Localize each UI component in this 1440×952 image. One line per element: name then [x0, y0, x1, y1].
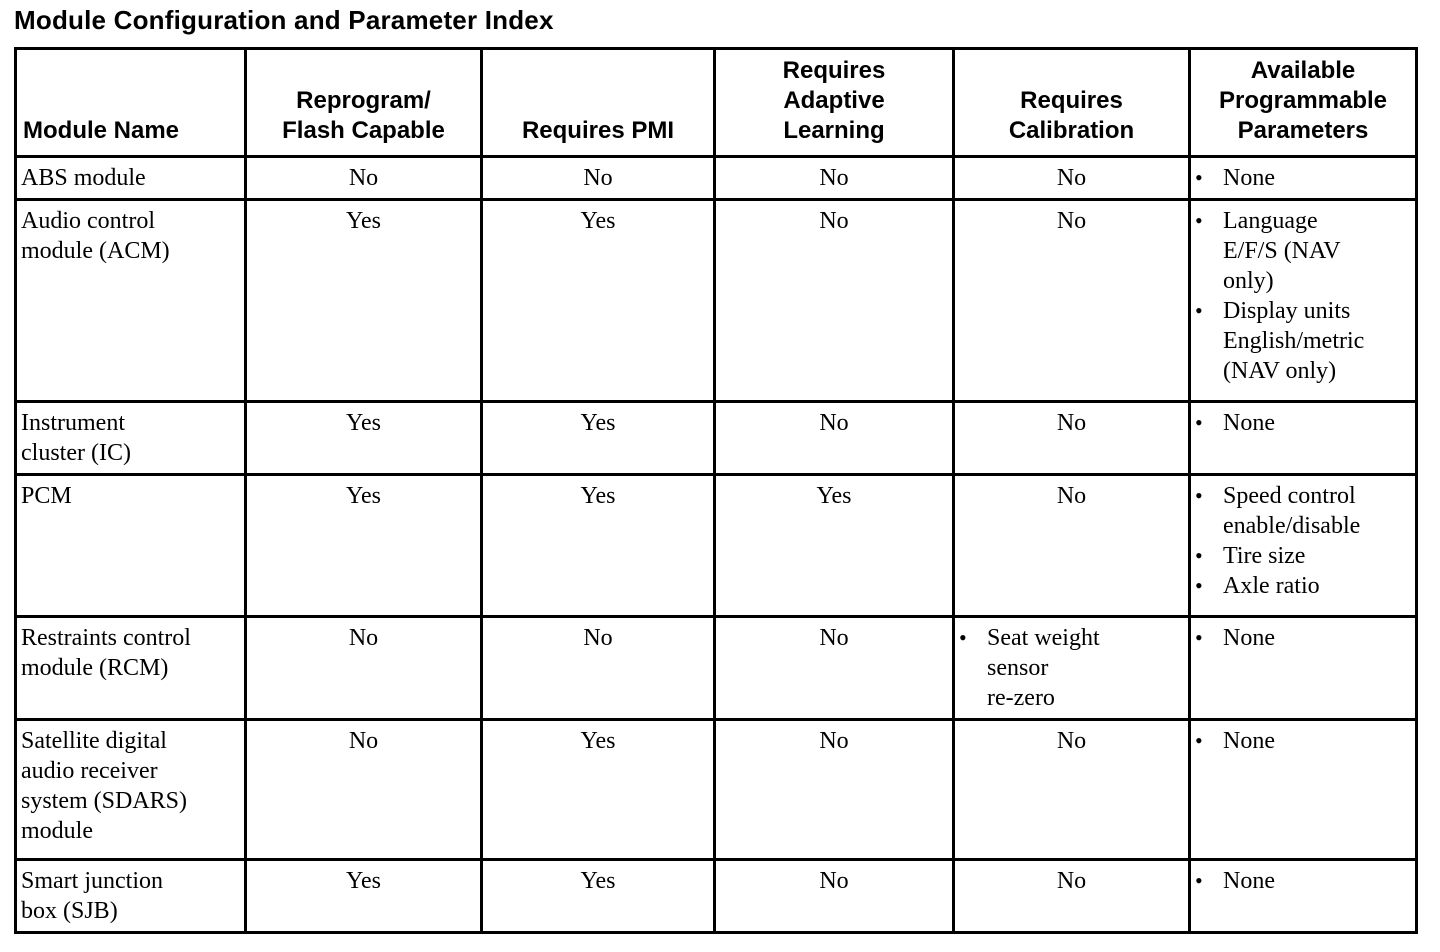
available-programmable-parameters-cell: • None	[1188, 400, 1418, 476]
requires-adaptive-learning-cell: No	[713, 718, 955, 861]
bullet-item-text: None	[1223, 625, 1275, 651]
requires-pmi-cell: No	[480, 155, 716, 201]
requires-adaptive-learning-cell: No	[713, 615, 955, 721]
bullet-item: • Language E/F/S (NAV only)	[1195, 206, 1411, 296]
page-title: Module Configuration and Parameter Index	[14, 5, 554, 35]
bullet-icon: •	[1195, 625, 1203, 650]
requires-adaptive-learning-cell: No	[713, 155, 955, 201]
bullet-item-text: None	[1223, 728, 1275, 754]
reprogram-flash-capable-cell: No	[244, 615, 483, 721]
requires-pmi-cell: Yes	[480, 858, 716, 934]
module-configuration-table: Module Name Reprogram/ Flash Capable Requi…	[14, 47, 1418, 934]
reprogram-flash-capable-cell: Yes	[244, 198, 483, 403]
bullet-item: • Tire size	[1195, 541, 1411, 571]
table-row: Restraints control module (RCM) No No No • Se…	[14, 615, 1418, 721]
reprogram-flash-capable-cell: Yes	[244, 858, 483, 934]
module-name-cell: PCM	[14, 473, 247, 618]
requires-calibration-cell: No	[952, 718, 1191, 861]
requires-calibration-cell: No	[952, 198, 1191, 403]
column-header-reprogram-flash-capable: Reprogram/ Flash Capable	[244, 47, 483, 158]
module-name-cell: Satellite digital audio receiver system …	[14, 718, 247, 861]
bullet-icon: •	[1195, 410, 1203, 435]
bullet-icon: •	[1195, 165, 1203, 190]
bullet-item: • Axle ratio	[1195, 571, 1411, 601]
bullet-icon: •	[959, 625, 967, 650]
available-programmable-parameters-cell: • None	[1188, 718, 1418, 861]
table-row: PCM Yes Yes Yes No • Speed control enable/disa…	[14, 473, 1418, 618]
column-header-requires-pmi: Requires PMI	[480, 47, 716, 158]
requires-pmi-cell: Yes	[480, 198, 716, 403]
bullet-item: • Display units English/metric (NAV only)	[1195, 296, 1411, 386]
bullet-icon: •	[1195, 483, 1203, 508]
module-name-cell: ABS module	[14, 155, 247, 201]
requires-adaptive-learning-cell: No	[713, 400, 955, 476]
bullet-icon: •	[1195, 298, 1203, 323]
bullet-item-text: None	[1223, 410, 1275, 436]
requires-adaptive-learning-cell: No	[713, 198, 955, 403]
requires-calibration-cell: • Seat weight sensor re-zero	[952, 615, 1191, 721]
bullet-item-text: Axle ratio	[1223, 573, 1320, 599]
bullet-item: • None	[1195, 408, 1411, 438]
bullet-item-text: Language E/F/S (NAV only)	[1223, 208, 1341, 294]
requires-pmi-cell: Yes	[480, 473, 716, 618]
bullet-item: • None	[1195, 163, 1411, 193]
bullet-item: • Seat weight sensor re-zero	[959, 623, 1184, 713]
reprogram-flash-capable-cell: No	[244, 718, 483, 861]
bullet-item: • None	[1195, 623, 1411, 653]
bullet-item-text: None	[1223, 868, 1275, 894]
available-programmable-parameters-cell: • None	[1188, 858, 1418, 934]
bullet-item: • None	[1195, 726, 1411, 756]
bullet-item-text: None	[1223, 165, 1275, 191]
bullet-item: • Speed control enable/disable	[1195, 481, 1411, 541]
requires-adaptive-learning-cell: No	[713, 858, 955, 934]
available-programmable-parameters-cell: • None	[1188, 615, 1418, 721]
reprogram-flash-capable-cell: No	[244, 155, 483, 201]
reprogram-flash-capable-cell: Yes	[244, 400, 483, 476]
available-programmable-parameters-cell: • None	[1188, 155, 1418, 201]
bullet-item-text: Display units English/metric (NAV only)	[1223, 298, 1365, 384]
module-name-cell: Smart junction box (SJB)	[14, 858, 247, 934]
table-row: Instrument cluster (IC) Yes Yes No No • None	[14, 400, 1418, 476]
available-programmable-parameters-cell: • Speed control enable/disable • Tire size •…	[1188, 473, 1418, 618]
bullet-icon: •	[1195, 868, 1203, 893]
module-name-cell: Restraints control module (RCM)	[14, 615, 247, 721]
column-header-available-programmable-parameters: Available Programmable Parameters	[1188, 47, 1418, 158]
module-name-cell: Audio control module (ACM)	[14, 198, 247, 403]
table-header-row: Module Name Reprogram/ Flash Capable Requi…	[14, 47, 1418, 158]
bullet-icon: •	[1195, 573, 1203, 598]
module-name-cell: Instrument cluster (IC)	[14, 400, 247, 476]
requires-calibration-cell: No	[952, 400, 1191, 476]
requires-adaptive-learning-cell: Yes	[713, 473, 955, 618]
requires-pmi-cell: No	[480, 615, 716, 721]
requires-pmi-cell: Yes	[480, 400, 716, 476]
column-header-requires-adaptive-learning: Requires Adaptive Learning	[713, 47, 955, 158]
column-header-module-name: Module Name	[14, 47, 247, 158]
bullet-item-text: Tire size	[1223, 543, 1306, 569]
requires-calibration-cell: No	[952, 858, 1191, 934]
bullet-item-text: Seat weight sensor re-zero	[987, 625, 1100, 711]
bullet-item: • None	[1195, 866, 1411, 896]
column-header-requires-calibration: Requires Calibration	[952, 47, 1191, 158]
requires-pmi-cell: Yes	[480, 718, 716, 861]
available-programmable-parameters-cell: • Language E/F/S (NAV only) • Display units…	[1188, 198, 1418, 403]
table-row: Satellite digital audio receiver system …	[14, 718, 1418, 861]
table-row: Audio control module (ACM) Yes Yes No No • Lan…	[14, 198, 1418, 403]
bullet-item-text: Speed control enable/disable	[1223, 483, 1361, 539]
requires-calibration-cell: No	[952, 155, 1191, 201]
bullet-icon: •	[1195, 543, 1203, 568]
requires-calibration-cell: No	[952, 473, 1191, 618]
table-row: ABS module No No No No • None	[14, 155, 1418, 201]
reprogram-flash-capable-cell: Yes	[244, 473, 483, 618]
table-row: Smart junction box (SJB) Yes Yes No No • None	[14, 858, 1418, 934]
bullet-icon: •	[1195, 208, 1203, 233]
bullet-icon: •	[1195, 728, 1203, 753]
